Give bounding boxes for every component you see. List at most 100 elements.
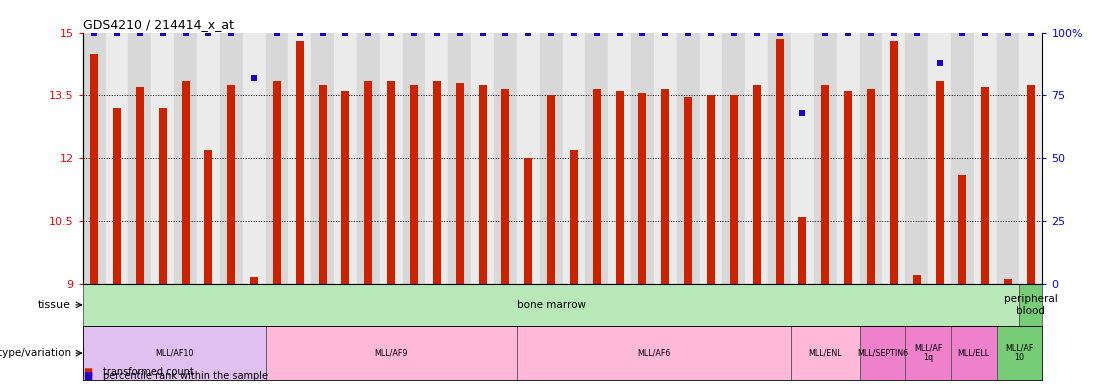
Bar <box>615 91 623 284</box>
Bar <box>151 33 174 284</box>
Point <box>793 110 811 116</box>
Bar <box>608 33 631 284</box>
Bar <box>227 85 235 284</box>
Bar <box>266 33 288 284</box>
Text: peripheral
blood: peripheral blood <box>1004 294 1058 316</box>
Bar <box>684 98 693 284</box>
Point <box>771 30 789 36</box>
Text: GDS4210 / 214414_x_at: GDS4210 / 214414_x_at <box>83 18 234 31</box>
Bar <box>928 33 951 284</box>
Bar <box>912 275 921 284</box>
Bar <box>288 33 311 284</box>
Point <box>520 30 537 36</box>
Bar <box>174 33 197 284</box>
Bar <box>722 33 746 284</box>
Bar <box>844 91 853 284</box>
Bar <box>83 326 266 380</box>
Bar <box>814 33 837 284</box>
Text: MLL/SEPTIN6: MLL/SEPTIN6 <box>857 349 908 358</box>
Bar <box>319 85 326 284</box>
Bar <box>775 39 783 284</box>
Text: MLL/AF
1q: MLL/AF 1q <box>914 344 942 362</box>
Text: ■: ■ <box>83 367 92 377</box>
Point <box>611 30 629 36</box>
Point <box>999 30 1017 36</box>
Point <box>816 30 834 36</box>
Text: MLL/ELL: MLL/ELL <box>957 349 989 358</box>
Point <box>223 30 240 36</box>
Bar <box>867 89 875 284</box>
Bar <box>997 326 1042 380</box>
Bar <box>357 33 379 284</box>
Bar <box>266 326 517 380</box>
Point <box>200 30 217 36</box>
Bar <box>730 95 738 284</box>
Bar <box>243 33 266 284</box>
Bar <box>403 33 426 284</box>
Point <box>383 30 400 36</box>
Bar <box>197 33 219 284</box>
Point <box>291 30 309 36</box>
Bar <box>837 33 859 284</box>
Text: percentile rank within the sample: percentile rank within the sample <box>103 371 268 381</box>
Point <box>268 30 286 36</box>
Bar <box>570 150 578 284</box>
Bar <box>935 81 943 284</box>
Bar <box>768 33 791 284</box>
Bar <box>951 326 997 380</box>
Point <box>360 30 377 36</box>
Point <box>108 30 126 36</box>
Bar <box>662 89 670 284</box>
Point <box>451 30 469 36</box>
Point <box>839 30 857 36</box>
Bar <box>517 326 791 380</box>
Point <box>153 30 172 36</box>
Point <box>885 30 902 36</box>
Bar <box>311 33 334 284</box>
Bar <box>906 326 951 380</box>
Bar <box>364 81 373 284</box>
Bar <box>471 33 494 284</box>
Text: ■: ■ <box>83 371 92 381</box>
Point <box>1022 30 1040 36</box>
Bar <box>677 33 699 284</box>
Bar <box>379 33 403 284</box>
Point <box>405 30 422 36</box>
Bar <box>1019 33 1042 284</box>
Point <box>565 30 582 36</box>
Bar <box>974 33 997 284</box>
Bar <box>959 175 966 284</box>
Bar <box>342 91 350 284</box>
Bar <box>906 33 928 284</box>
Bar <box>136 87 143 284</box>
Bar <box>982 87 989 284</box>
Bar <box>859 326 906 380</box>
Point <box>908 30 925 36</box>
Point <box>725 30 742 36</box>
Text: transformed count: transformed count <box>103 367 193 377</box>
Bar <box>113 108 121 284</box>
Point <box>633 30 651 36</box>
Bar <box>128 33 151 284</box>
Point <box>953 30 971 36</box>
Bar <box>539 33 563 284</box>
Bar <box>204 150 213 284</box>
Bar <box>90 53 98 284</box>
Text: MLL/AF6: MLL/AF6 <box>638 349 671 358</box>
Bar <box>547 95 555 284</box>
Point <box>85 30 103 36</box>
Bar <box>882 33 906 284</box>
Text: MLL/AF10: MLL/AF10 <box>154 349 193 358</box>
Bar <box>859 33 882 284</box>
Bar <box>951 33 974 284</box>
Point <box>703 30 720 36</box>
Bar <box>1019 284 1042 326</box>
Point <box>543 30 560 36</box>
Point <box>588 30 606 36</box>
Bar <box>296 41 303 284</box>
Bar <box>639 93 646 284</box>
Point <box>863 30 880 36</box>
Bar <box>1004 280 1013 284</box>
Bar <box>592 89 601 284</box>
Bar <box>83 33 106 284</box>
